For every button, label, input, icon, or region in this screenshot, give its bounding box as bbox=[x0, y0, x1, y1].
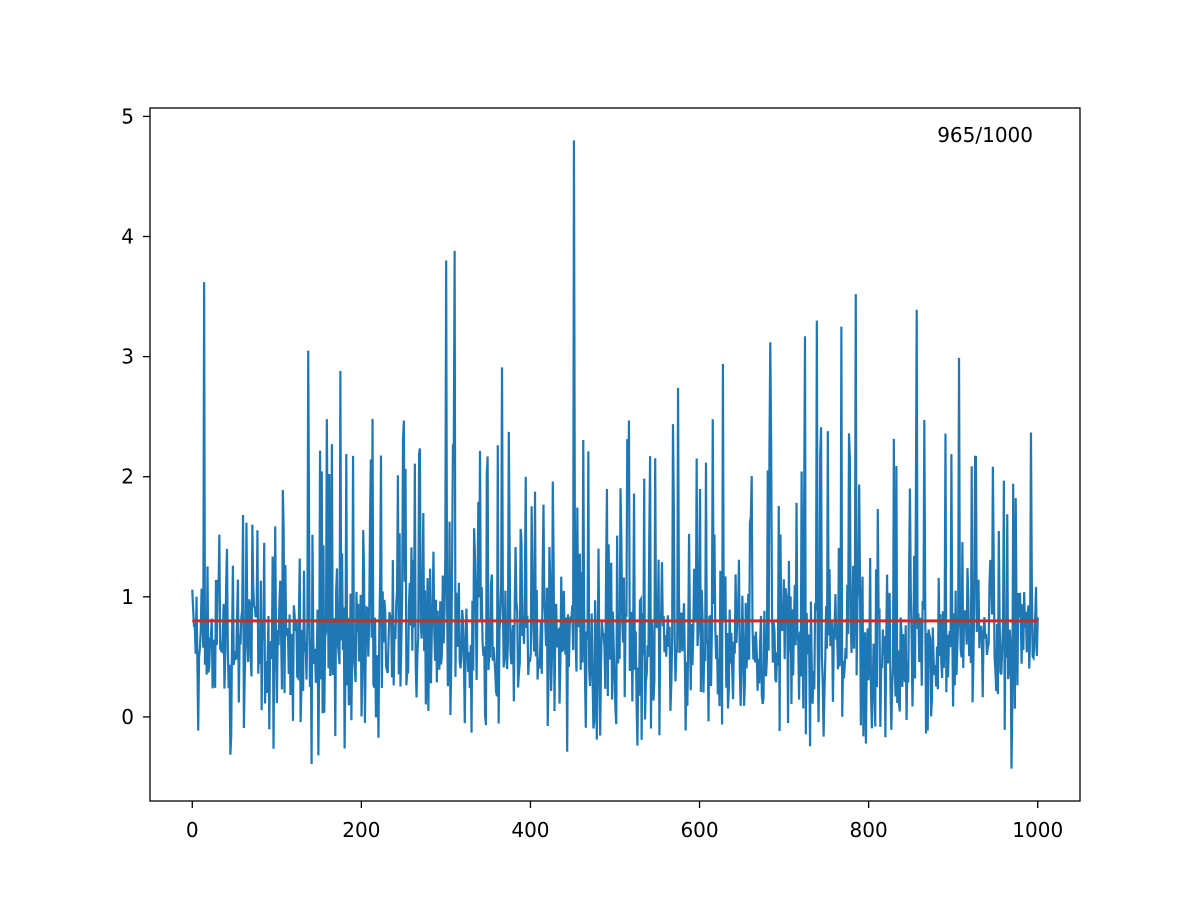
x-tick-label: 600 bbox=[680, 818, 718, 842]
y-tick-label: 1 bbox=[121, 585, 134, 609]
y-axis: 0 1 2 3 4 5 bbox=[121, 104, 150, 729]
x-axis: 0 200 400 600 800 1000 bbox=[186, 801, 1063, 842]
y-tick-label: 3 bbox=[121, 345, 134, 369]
series-layer bbox=[191, 140, 1039, 769]
axes-frame bbox=[149, 107, 1081, 802]
x-tick-label: 200 bbox=[342, 818, 380, 842]
y-tick-label: 2 bbox=[121, 465, 134, 489]
series-line bbox=[191, 140, 1039, 769]
y-tick-label: 5 bbox=[121, 104, 134, 128]
y-tick-label: 4 bbox=[121, 225, 134, 249]
progress-annotation: 965/1000 bbox=[937, 123, 1033, 147]
x-tick-label: 0 bbox=[186, 818, 199, 842]
x-tick-label: 1000 bbox=[1012, 818, 1063, 842]
x-tick-label: 400 bbox=[511, 818, 549, 842]
x-tick-label: 800 bbox=[850, 818, 888, 842]
y-tick-label: 0 bbox=[121, 705, 134, 729]
